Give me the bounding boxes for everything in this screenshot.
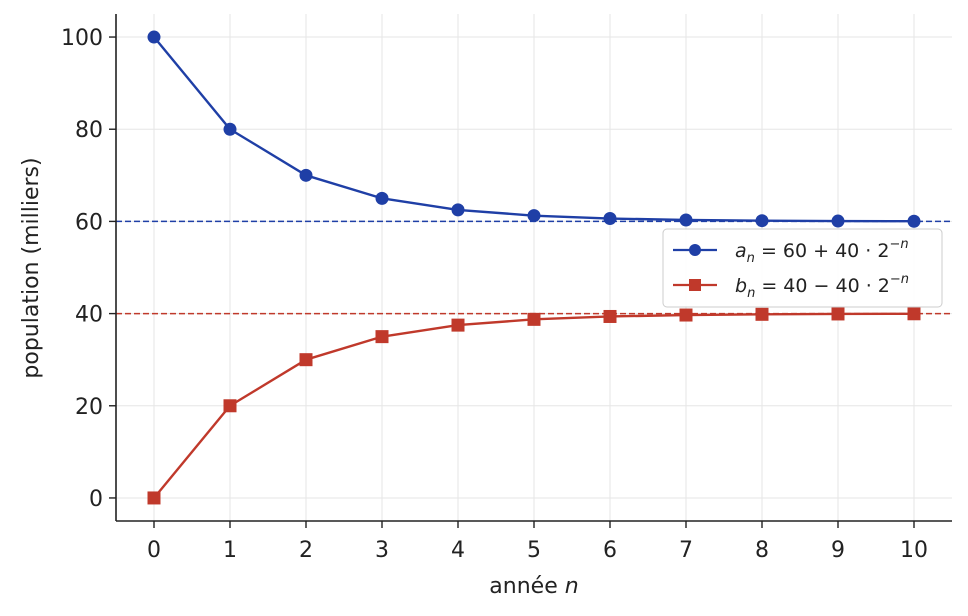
x-axis-label-variable: n [565,574,579,599]
y-axis-label: population (milliers) [19,157,44,378]
x-tick-label: 5 [527,538,541,563]
data-point [451,203,465,217]
data-point [147,491,161,505]
x-tick-label: 1 [223,538,237,563]
data-point [907,214,921,228]
series-b [147,307,921,505]
data-point [603,309,617,323]
legend-sup-a: −n [889,237,908,252]
data-point [527,312,541,326]
data-point [451,318,465,332]
data-point [679,308,693,322]
x-tick-label: 6 [603,538,617,563]
x-tick-label: 9 [831,538,845,563]
x-tick-label: 2 [299,538,313,563]
data-point [375,330,389,344]
x-tick-label: 4 [451,538,465,563]
x-axis-label: année n [489,574,578,599]
x-tick-label: 3 [375,538,389,563]
legend-var-b: b [735,275,747,297]
legend-sub-b: n [747,286,755,301]
legend-box [662,228,943,308]
y-tick-label: 80 [75,118,103,143]
y-tick-label: 40 [75,303,103,328]
x-ticks: 0 1 2 3 4 5 6 7 8 9 10 [147,521,928,563]
data-point [755,214,769,228]
data-point [299,168,313,182]
data-point [831,307,845,321]
x-tick-label: 10 [900,538,928,563]
y-ticks: 0 20 40 60 80 100 [61,26,116,512]
x-tick-label: 0 [147,538,161,563]
legend: an = 60 + 40 · 2−n bn = 40 − 40 · 2−n [662,228,943,308]
x-axis-label-text: année [489,574,564,599]
data-point [223,399,237,413]
legend-label-b: bn = 40 − 40 · 2−n [735,272,909,301]
data-point [527,209,541,223]
series-a [147,30,921,228]
y-tick-label: 0 [89,487,103,512]
data-point [679,213,693,227]
legend-label-a: an = 60 + 40 · 2−n [735,237,909,266]
data-point [147,30,161,44]
legend-entry-a: an = 60 + 40 · 2−n [673,237,909,266]
legend-marker-b [689,279,701,291]
legend-entry-b: bn = 40 − 40 · 2−n [673,272,909,301]
y-tick-label: 100 [61,26,103,51]
data-point [375,191,389,205]
data-point [755,307,769,321]
data-point [299,353,313,367]
y-tick-label: 20 [75,395,103,420]
legend-sub-a: n [747,251,755,266]
legend-var-a: a [735,240,747,262]
x-tick-label: 8 [755,538,769,563]
legend-sup-b: −n [890,272,909,287]
data-point [223,122,237,136]
x-tick-label: 7 [679,538,693,563]
data-point [907,307,921,321]
series-layer [147,30,921,505]
legend-expr-b: = 40 − 40 · 2 [755,275,890,297]
y-tick-label: 60 [75,210,103,235]
legend-expr-a: = 60 + 40 · 2 [755,240,890,262]
legend-marker-a [689,244,701,256]
data-point [603,212,617,226]
data-point [831,214,845,228]
